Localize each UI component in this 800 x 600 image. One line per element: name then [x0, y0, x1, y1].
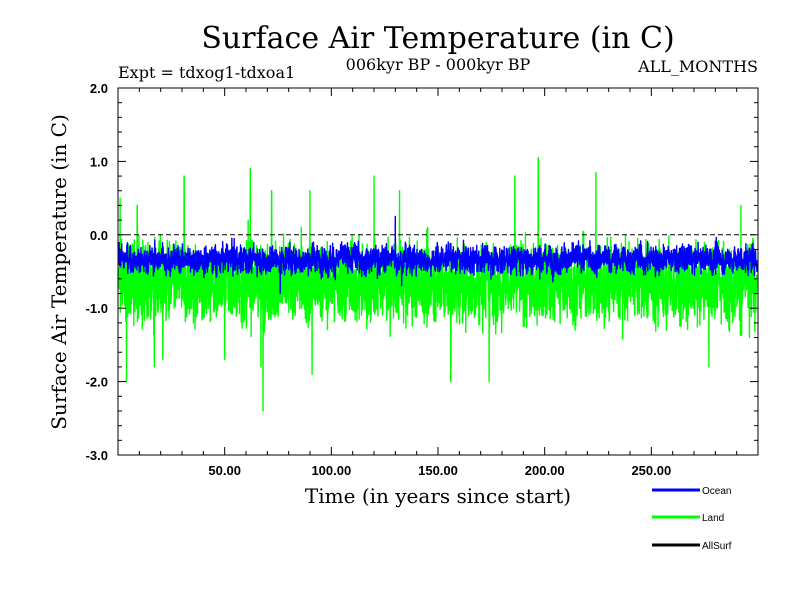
- x-tick-label: 150.00: [418, 463, 458, 478]
- x-tick-label: 100.00: [311, 463, 351, 478]
- legend: Ocean Land AllSurf: [652, 486, 732, 552]
- series-line-ocean: [118, 215, 758, 295]
- y-axis-label: Surface Air Temperature (in C): [47, 114, 71, 430]
- months-label: ALL_MONTHS: [637, 57, 758, 76]
- y-tick-label: 1.0: [90, 154, 108, 169]
- y-tick-label: -1.0: [86, 301, 108, 316]
- y-tick-label: 0.0: [90, 228, 108, 243]
- y-tick-label: -2.0: [86, 375, 108, 390]
- y-tick-label: 2.0: [90, 81, 108, 96]
- series-line-land: [118, 157, 758, 412]
- legend-label-ocean: Ocean: [702, 486, 731, 497]
- plot-area: [118, 157, 758, 412]
- x-tick-label: 50.00: [208, 463, 241, 478]
- x-axis-label: Time (in years since start): [305, 484, 571, 508]
- legend-label-allsurf: AllSurf: [702, 541, 732, 552]
- series-land: [118, 157, 758, 412]
- period-label: 006kyr BP - 000kyr BP: [346, 55, 531, 74]
- experiment-label: Expt = tdxog1-tdxoa1: [118, 63, 295, 82]
- chart-title: Surface Air Temperature (in C): [201, 21, 674, 56]
- x-tick-label: 250.00: [631, 463, 671, 478]
- y-tick-label: -3.0: [86, 448, 108, 463]
- legend-label-land: Land: [702, 513, 724, 524]
- x-tick-label: 200.00: [525, 463, 565, 478]
- series-ocean: [118, 215, 758, 295]
- axis-ticks: 50.00 100.00 150.00 200.00 250.00 2.0 1.0 0.0 -1…: [86, 81, 758, 478]
